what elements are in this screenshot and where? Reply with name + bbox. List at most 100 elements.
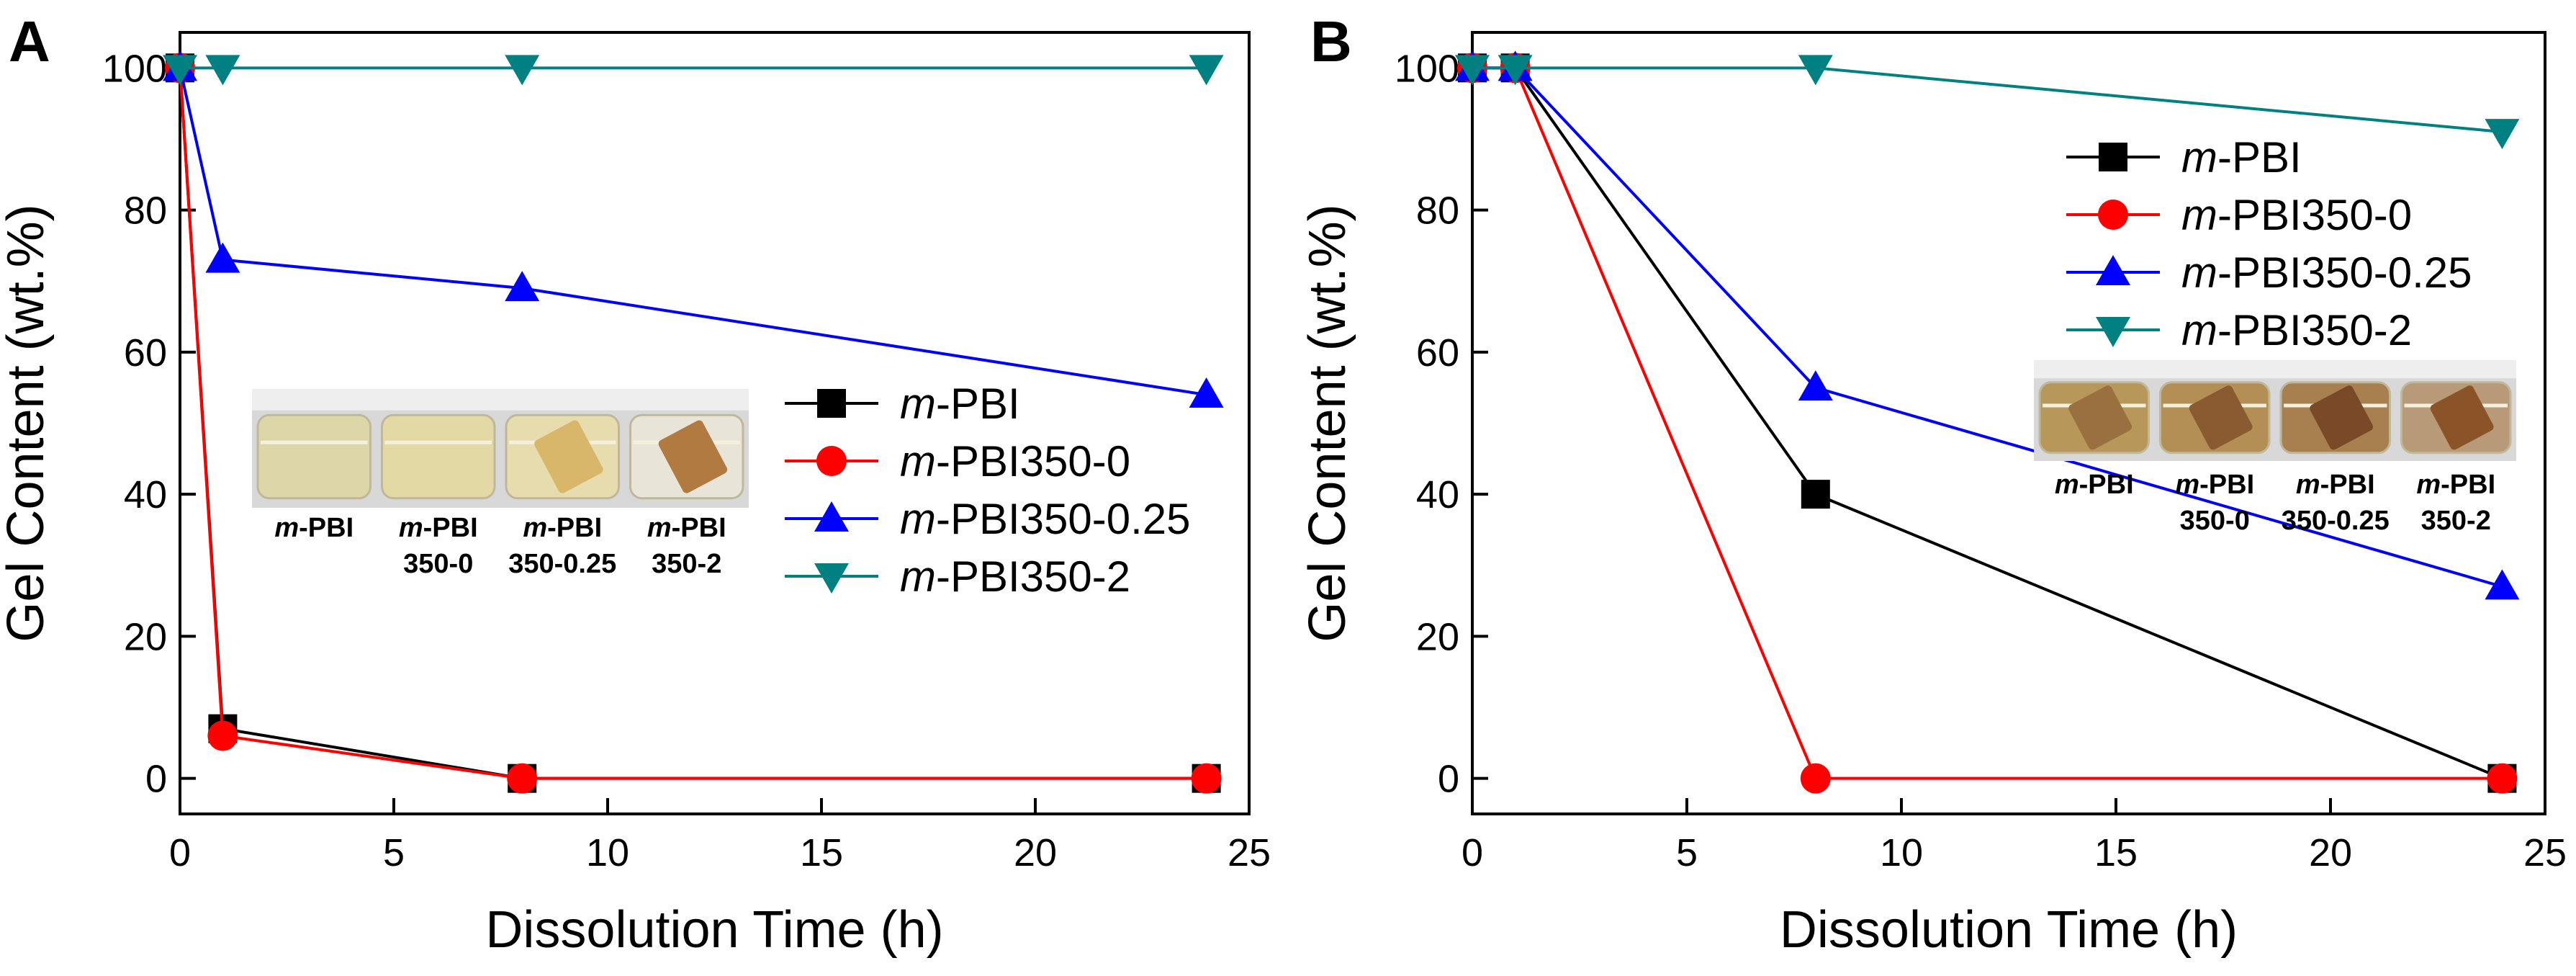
series-line <box>179 68 1207 780</box>
legend-marker <box>2098 200 2128 230</box>
y-tick-label: 100 <box>1395 47 1459 90</box>
inset-label-name: -PBI <box>299 513 353 543</box>
legend-marker <box>2096 317 2130 347</box>
film-sample <box>658 420 728 493</box>
panel-label: B <box>1310 9 1352 73</box>
legend-entry-prefix: m <box>900 495 936 543</box>
data-point <box>505 55 540 86</box>
data-point <box>1189 377 1224 408</box>
data-point <box>2485 119 2520 150</box>
legend-entry: m-PBI350-2 <box>900 552 1130 601</box>
y-tick-label: 40 <box>1416 473 1459 516</box>
inset-highlight <box>2034 360 2516 379</box>
legend-entry-name: -PBI350-0 <box>936 437 1130 485</box>
legend-entry-prefix: m <box>2181 306 2217 354</box>
legend-entry-prefix: m <box>900 552 936 601</box>
inset-highlight <box>252 389 749 411</box>
legend-marker <box>814 563 849 594</box>
x-tick-label: 25 <box>1228 831 1271 874</box>
inset-label-name: -PBI <box>2079 470 2134 500</box>
data-point <box>1801 480 1830 509</box>
inset-label-name: -PBI <box>672 513 726 543</box>
inset-label: m-PBI <box>2055 470 2134 500</box>
y-axis-title: Gel Content (wt.%) <box>1299 204 1356 642</box>
y-tick-label: 80 <box>1416 189 1459 233</box>
y-tick-label: 0 <box>145 758 167 801</box>
data-point <box>507 763 538 794</box>
legend-entry-prefix: m <box>900 380 936 428</box>
series-line <box>1472 66 2503 134</box>
inset-label-prefix: m <box>523 513 547 543</box>
data-point <box>1498 55 1533 86</box>
x-tick-label: 15 <box>800 831 843 874</box>
panel-label: A <box>9 9 50 73</box>
panel-b: B 0 5 10 15 20 25 0 20 40 60 80 100 Dissolution Time … <box>1299 9 2567 959</box>
x-tick-label: 5 <box>1676 831 1698 874</box>
series-3 <box>163 55 1224 86</box>
x-axis-title: Dissolution Time (h) <box>1780 901 2238 959</box>
inset-label: m-PBI <box>399 513 478 543</box>
inset-label-prefix: m <box>2175 470 2199 500</box>
y-tick-label: 0 <box>1438 758 1459 801</box>
legend-marker <box>814 501 849 532</box>
inset-label: m-PBI <box>523 513 602 543</box>
data-point <box>2485 569 2520 600</box>
series-2 <box>163 50 1224 408</box>
inset-label-name: -PBI <box>2199 470 2254 500</box>
inset-label-prefix: m <box>399 513 423 543</box>
data-point <box>2487 763 2518 794</box>
inset-label-name: -PBI <box>2320 470 2375 500</box>
data-point <box>205 55 240 86</box>
inset-label-prefix: m <box>274 513 299 543</box>
data-point <box>163 55 197 86</box>
y-tick-label: 60 <box>1416 331 1459 375</box>
legend-entry-name: -PBI <box>2217 133 2302 182</box>
legend-entry-name: -PBI <box>936 380 1020 428</box>
x-axis-title: Dissolution Time (h) <box>485 901 943 959</box>
inset-label-prefix: m <box>2296 470 2320 500</box>
y-tick-label: 20 <box>124 615 167 658</box>
inset-label: m-PBI <box>647 513 726 543</box>
data-point <box>1798 370 1833 401</box>
film-sample <box>2068 385 2133 450</box>
legend-entry-name: -PBI350-0.25 <box>936 495 1191 543</box>
legend-marker <box>2099 143 2127 171</box>
legend-entry-prefix: m <box>2181 249 2217 297</box>
y-tick-label: 60 <box>124 331 167 375</box>
data-point <box>1800 763 1831 794</box>
legend-entry: m-PBI <box>900 380 1020 428</box>
data-point <box>207 720 238 751</box>
panel-a: A 0 5 10 15 20 25 0 20 40 60 80 100 Dissolution Time … <box>0 9 1271 959</box>
legend-entry-name: -PBI350-2 <box>936 552 1130 601</box>
film-sample <box>2310 385 2374 450</box>
inset-label: m-PBI <box>2175 470 2254 500</box>
legend-entry-prefix: m <box>2181 133 2217 182</box>
y-tick-label: 100 <box>102 47 167 90</box>
data-point <box>205 242 240 273</box>
legend-marker <box>2096 255 2130 285</box>
inset-label-name: -PBI <box>2441 470 2495 500</box>
inset-label: m-PBI <box>2296 470 2375 500</box>
legend-entry-prefix: m <box>900 437 936 485</box>
legend-entry: m-PBI350-0 <box>900 437 1130 485</box>
plot-frame <box>179 31 1251 815</box>
y-axis-title: Gel Content (wt.%) <box>0 204 55 642</box>
legend-entry: m-PBI350-0.25 <box>900 495 1191 543</box>
inset-label-sub: 350-0.25 <box>508 549 616 579</box>
series-3 <box>1455 55 2520 150</box>
y-tick-label: 40 <box>124 473 167 516</box>
inset-label: m-PBI <box>274 513 353 543</box>
y-tick-label: 20 <box>1416 615 1459 658</box>
x-tick-label: 0 <box>1462 831 1483 874</box>
legend-marker <box>816 446 847 476</box>
series-line <box>179 67 1207 397</box>
legend-entry: m-PBI <box>2181 133 2302 182</box>
inset-photo: m-PBI m-PBI350-0m-PBI350-0.25m-PBI350-2 <box>252 389 749 579</box>
legend-entry-name: -PBI350-2 <box>2217 306 2412 354</box>
legend-entry-prefix: m <box>2181 191 2217 239</box>
legend-entry-name: -PBI350-0 <box>2217 191 2412 239</box>
x-tick-label: 15 <box>2094 831 2138 874</box>
